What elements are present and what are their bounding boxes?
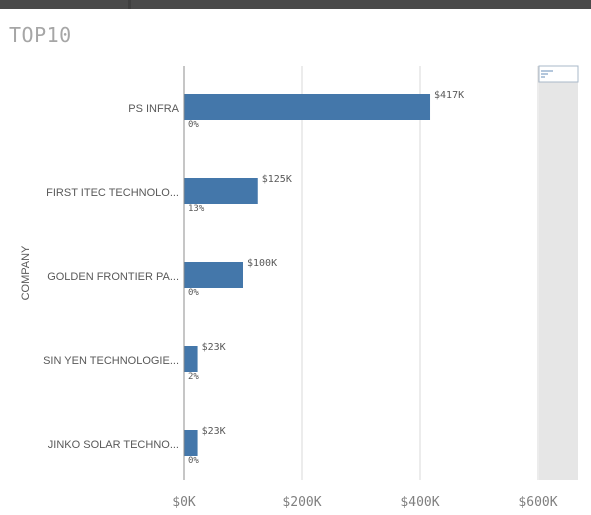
category-label: GOLDEN FRONTIER PA...	[47, 271, 179, 283]
x-axis-ticks: $0K $200K $400K $600K	[172, 495, 557, 510]
value-label: $125K	[262, 174, 292, 185]
toolbar-section-left	[0, 0, 128, 9]
value-label: $417K	[434, 90, 464, 101]
bar[interactable]	[184, 178, 258, 204]
bars	[184, 94, 431, 456]
gridlines	[301, 66, 539, 480]
x-tick-label: $600K	[518, 495, 557, 510]
value-label: $100K	[247, 258, 277, 269]
app-toolbar	[0, 0, 591, 9]
bar[interactable]	[184, 430, 198, 456]
y-axis-label: COMPANY	[20, 245, 32, 300]
x-tick-label: $0K	[172, 495, 196, 510]
x-tick-label: $400K	[400, 495, 439, 510]
bar[interactable]	[184, 262, 243, 288]
category-label: JINKO SOLAR TECHNO...	[48, 439, 179, 451]
percent-label: 13%	[188, 204, 205, 214]
category-label: FIRST ITEC TECHNOLO...	[46, 187, 179, 199]
value-label: $23K	[202, 426, 226, 437]
percent-label: 2%	[188, 372, 199, 382]
scrollbar-thumb[interactable]	[538, 65, 579, 83]
percent-label: 0%	[188, 456, 199, 466]
category-label: SIN YEN TECHNOLOGIE...	[43, 355, 179, 367]
toolbar-section-right	[131, 0, 591, 9]
chart-title: TOP10	[9, 23, 72, 47]
labels: PS INFRA $417K 0% FIRST ITEC TECHNOLO... $12…	[43, 90, 464, 466]
percent-label: 0%	[188, 288, 199, 298]
x-tick-label: $200K	[282, 495, 321, 510]
category-label: PS INFRA	[128, 103, 179, 115]
scrollbar-panel	[538, 65, 579, 480]
bar[interactable]	[184, 346, 198, 372]
bar[interactable]	[184, 94, 431, 120]
scrollbar-track[interactable]	[539, 66, 578, 480]
value-label: $23K	[202, 342, 226, 353]
percent-label: 0%	[188, 120, 199, 130]
